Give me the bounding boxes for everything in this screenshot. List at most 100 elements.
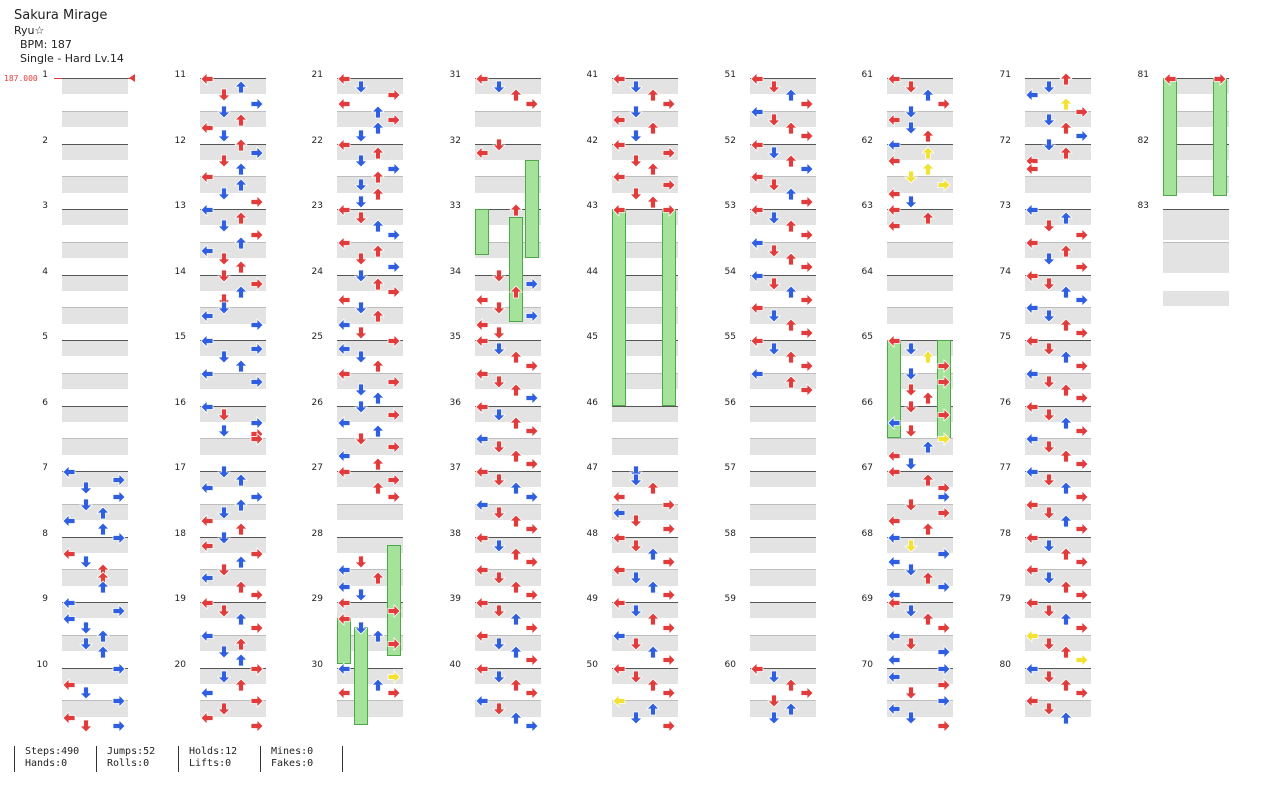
right-arrow-icon (250, 693, 264, 709)
down-arrow-icon (1042, 669, 1056, 684)
hold-note (525, 159, 539, 259)
down-arrow-icon (904, 562, 918, 577)
measure-line (1025, 274, 1091, 276)
left-arrow-icon (475, 661, 489, 676)
down-arrow-icon (79, 636, 93, 651)
right-arrow-icon (112, 489, 126, 504)
measure-number: 40 (449, 659, 461, 670)
down-arrow-icon (217, 669, 231, 684)
down-arrow-icon (354, 210, 368, 225)
measure-number: 69 (861, 594, 873, 604)
measure-line (62, 143, 128, 145)
beat-line (200, 569, 266, 571)
beat-band (612, 275, 678, 291)
right-arrow-icon (525, 358, 539, 373)
beat-band (887, 177, 953, 193)
beat-line (750, 307, 816, 309)
up-arrow-icon (1059, 710, 1073, 725)
measure-line (750, 143, 816, 145)
down-arrow-icon (217, 87, 231, 102)
down-arrow-icon (1042, 341, 1056, 356)
up-arrow-icon (784, 677, 798, 692)
beat-band (475, 373, 541, 390)
left-arrow-icon (200, 243, 214, 258)
up-arrow-icon (921, 439, 935, 454)
measure-number: 1 (42, 70, 48, 80)
beat-line (337, 569, 403, 571)
beat-band (887, 635, 953, 652)
measure-line (200, 667, 266, 669)
left-arrow-icon (475, 399, 489, 414)
beat-band (200, 504, 266, 521)
left-arrow-icon (337, 137, 351, 152)
up-arrow-icon (371, 120, 385, 135)
beat-band (62, 701, 128, 717)
left-arrow-icon (200, 480, 214, 496)
measure-number: 49 (586, 594, 598, 604)
beat-band (750, 504, 816, 521)
down-arrow-icon (629, 464, 643, 479)
right-arrow-icon (937, 489, 951, 504)
up-arrow-icon (1059, 284, 1073, 299)
measure-line (337, 78, 403, 79)
right-arrow-icon (250, 431, 264, 447)
left-arrow-icon (612, 661, 626, 676)
left-arrow-icon (1025, 530, 1039, 545)
measure-line (1163, 78, 1229, 79)
left-arrow-icon (750, 235, 764, 250)
left-arrow-icon (1025, 464, 1039, 479)
measure-line (887, 405, 953, 407)
left-arrow-icon (62, 464, 76, 479)
right-arrow-icon (525, 308, 539, 324)
right-arrow-icon (387, 374, 401, 389)
measure-line (475, 143, 541, 145)
beat-line (62, 634, 128, 636)
right-arrow-icon (662, 145, 676, 160)
down-arrow-icon (354, 79, 368, 94)
beat-line (612, 503, 678, 505)
left-arrow-icon (200, 595, 214, 610)
beat-band (475, 111, 541, 128)
measure-line (475, 340, 541, 341)
right-arrow-icon (662, 652, 676, 668)
down-arrow-icon (1042, 439, 1056, 455)
left-arrow-icon (62, 595, 76, 610)
beat-band (200, 603, 266, 619)
down-arrow-icon (629, 513, 643, 528)
right-arrow-icon (250, 276, 264, 291)
right-arrow-icon (800, 161, 814, 177)
left-arrow-icon (1025, 431, 1039, 447)
measure-line (62, 274, 128, 276)
beat-band (887, 668, 953, 684)
beat-line (1163, 176, 1229, 178)
left-arrow-icon (612, 71, 626, 86)
down-arrow-icon (1042, 636, 1056, 651)
beat-band (337, 504, 403, 521)
beat-line (337, 438, 403, 440)
left-arrow-icon (337, 341, 351, 357)
up-arrow-icon (371, 423, 385, 438)
right-arrow-icon (112, 603, 126, 619)
up-arrow-icon (371, 456, 385, 471)
up-arrow-icon (371, 243, 385, 258)
up-arrow-icon (96, 628, 110, 643)
beat-band (337, 177, 403, 193)
right-arrow-icon (387, 603, 401, 619)
left-arrow-icon (887, 530, 901, 545)
beat-band (750, 472, 816, 488)
up-arrow-icon (371, 186, 385, 201)
down-arrow-icon (1042, 251, 1056, 266)
up-arrow-icon (646, 480, 660, 495)
beat-band (337, 668, 403, 684)
down-arrow-icon (629, 153, 643, 168)
beat-band (887, 210, 953, 226)
left-arrow-icon (1025, 333, 1039, 348)
left-arrow-icon (475, 497, 489, 512)
beat-line (1025, 503, 1091, 505)
hold-note (937, 340, 951, 439)
right-arrow-icon (525, 456, 539, 471)
beat-band (200, 111, 266, 128)
measure-line (200, 340, 266, 341)
up-arrow-icon (509, 284, 523, 299)
up-arrow-icon (509, 382, 523, 397)
